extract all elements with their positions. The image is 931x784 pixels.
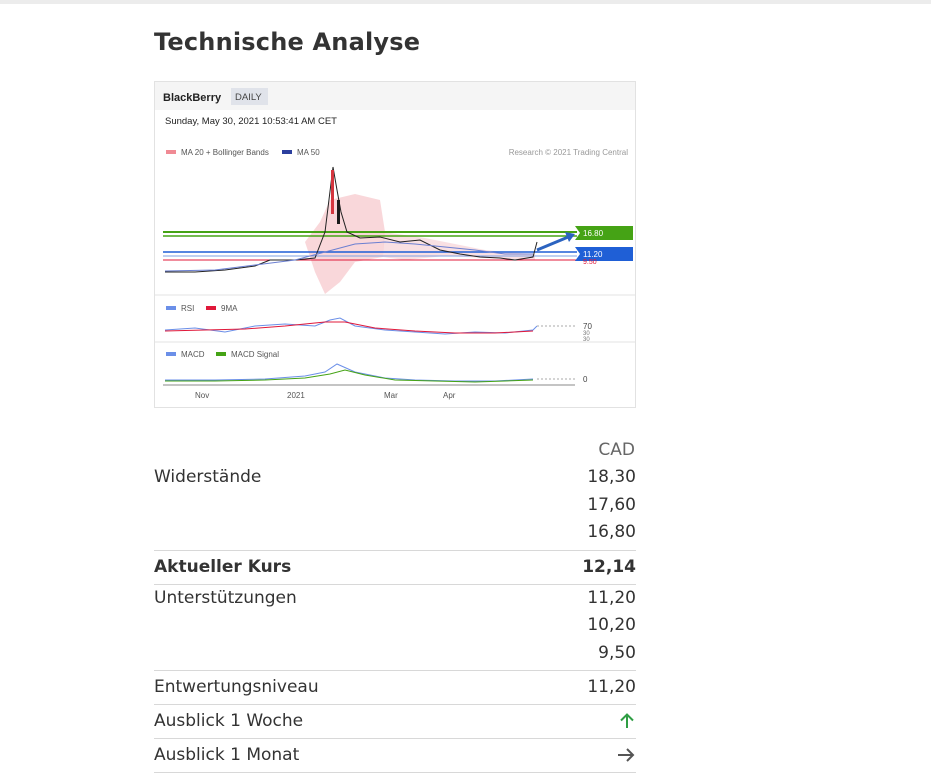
resistance-value: 17,60 [587,494,636,515]
resistances-label: Widerstände [154,467,262,487]
x-label-nov: Nov [195,391,209,400]
legend-macd-signal-swatch [216,352,226,356]
bollinger-band-area [305,194,385,294]
table-end [154,772,636,773]
chart-interval-label: DAILY [235,92,262,103]
resistance-value: 18,30 [587,467,636,487]
x-label-mar: Mar [384,391,398,400]
rsi-ma-line [164,321,534,334]
resistances-row: Widerstände 18,30 17,60 16,80 [154,464,636,550]
legend-ma50-swatch [282,150,292,154]
technical-chart: BlackBerry DAILY Sunday, May 30, 2021 10… [154,81,636,408]
invalidation-label: Entwertungsniveau [154,670,518,705]
chart-interval-badge [231,88,268,105]
legend-macd-signal-label: MACD Signal [231,350,279,359]
current-price-value: 12,14 [517,549,636,584]
outlook-month-value [517,738,636,773]
support-value: 9,50 [598,642,636,663]
current-price-label: Aktueller Kurs [154,549,518,584]
rsi-level-30a: 30 [583,331,590,337]
price-line [165,166,538,273]
outlook-month-label: Ausblick 1 Monat [154,738,518,773]
rsi-line [164,317,538,335]
legend-macd-swatch [166,352,176,356]
chart-svg: BlackBerry DAILY Sunday, May 30, 2021 10… [155,82,635,400]
outlook-week-value [517,704,636,739]
support-value: 11,20 [587,587,636,608]
chart-credit: Research © 2021 Trading Central [509,148,629,157]
price-tag-stop-label: 9.50 [583,259,597,266]
currency-label: CAD [598,440,635,460]
outlook-week-row: Ausblick 1 Woche [154,704,636,739]
outlook-week-label: Ausblick 1 Woche [154,704,518,739]
ma50-line [164,241,533,272]
invalidation-row: Entwertungsniveau 11,20 [154,670,636,705]
candle-spike-2 [337,200,340,224]
x-label-2021: 2021 [287,391,305,400]
table-end-cell [154,772,636,773]
arrow-right-icon [618,748,635,762]
chart-symbol: BlackBerry [163,92,222,104]
rsi-level-70: 70 [583,322,592,331]
top-divider [0,0,931,4]
x-label-apr: Apr [443,391,456,400]
supports-label: Unterstützungen [154,583,518,671]
macd-level-0: 0 [583,375,588,384]
legend-rsi-ma-swatch [206,306,216,310]
resistances-values: 18,30 17,60 16,80 [517,464,636,550]
current-price-row: Aktueller Kurs 12,14 [154,549,636,584]
legend-bollinger-swatch [166,150,176,154]
chart-header-bg [155,82,635,110]
section-title: Technische Analyse [154,28,421,56]
macd-signal-line [165,369,534,383]
legend-bollinger-label: MA 20 + Bollinger Bands [181,148,269,157]
invalidation-value: 11,20 [517,670,636,705]
legend-ma50-label: MA 50 [297,148,320,157]
price-tag-support [575,247,633,261]
support-value: 10,20 [587,615,636,635]
price-panel: 16.80 11.20 9.50 [163,166,633,294]
chart-timestamp: Sunday, May 30, 2021 10:53:41 AM CET [165,116,337,127]
macd-line [165,363,534,382]
supports-values: 11,20 10,20 9,50 [517,583,636,671]
resistance-value: 16,80 [587,522,636,542]
candle-spike [331,170,334,214]
trend-arrow-line [536,233,574,252]
rsi-level-30b: 30 [583,337,590,343]
levels-table: Widerstände 18,30 17,60 16,80 Aktueller … [154,464,636,773]
arrow-up-icon [620,713,634,728]
price-tag-resistance-label: 16.80 [583,229,604,238]
legend-rsi-ma-label: 9MA [221,304,238,313]
trend-arrow-head [565,232,575,242]
outlook-month-row: Ausblick 1 Monat [154,738,636,773]
legend-rsi-label: RSI [181,304,194,313]
price-tag-support-label: 11.20 [583,250,603,259]
price-tag-resistance [575,226,633,240]
legend-macd-label: MACD [181,350,205,359]
legend-rsi-swatch [166,306,176,310]
supports-row: Unterstützungen 11,20 10,20 9,50 [154,583,636,671]
